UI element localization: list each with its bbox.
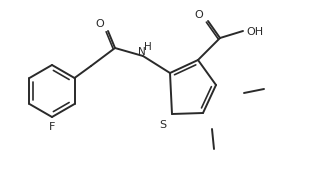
Text: H: H: [144, 42, 152, 52]
Text: N: N: [138, 47, 146, 57]
Text: F: F: [49, 122, 55, 132]
Text: OH: OH: [246, 27, 264, 37]
Text: O: O: [195, 10, 203, 20]
Text: O: O: [95, 19, 105, 29]
Text: S: S: [159, 120, 167, 130]
